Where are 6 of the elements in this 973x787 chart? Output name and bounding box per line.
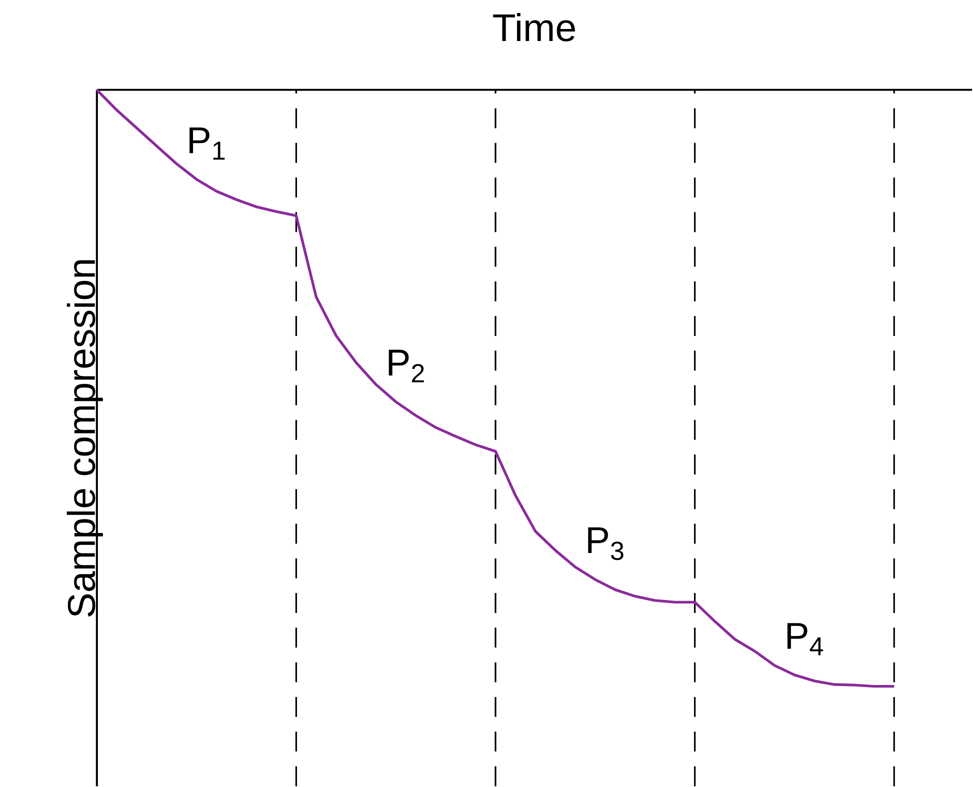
annotation: P$_{2}$ (388, 350, 424, 382)
annotation: P$_{3}$ (588, 527, 624, 560)
annotation: P$_{1}$ (190, 127, 225, 160)
annotation: P$_{4}$ (787, 622, 824, 656)
x-axis-title: Time (493, 12, 575, 42)
y-axis-title: Sample compression (66, 260, 103, 617)
